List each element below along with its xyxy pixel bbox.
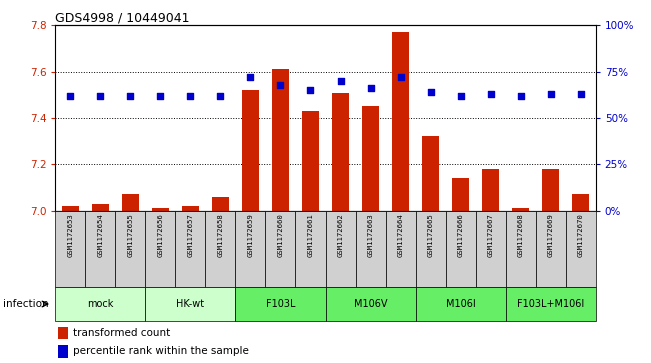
Point bbox=[575, 91, 586, 97]
Bar bbox=[482, 169, 499, 211]
Text: GSM1172668: GSM1172668 bbox=[518, 213, 523, 257]
Bar bbox=[512, 208, 529, 211]
Bar bbox=[415, 211, 445, 287]
Point bbox=[245, 74, 256, 80]
Bar bbox=[206, 211, 236, 287]
Point bbox=[65, 93, 76, 99]
Bar bbox=[332, 93, 349, 211]
Bar bbox=[92, 204, 109, 211]
Text: GSM1172667: GSM1172667 bbox=[488, 213, 493, 257]
Text: GSM1172670: GSM1172670 bbox=[577, 213, 584, 257]
Text: M106I: M106I bbox=[446, 299, 475, 309]
Bar bbox=[145, 211, 175, 287]
Bar bbox=[393, 32, 409, 211]
Bar bbox=[55, 287, 145, 321]
Bar bbox=[85, 211, 115, 287]
Text: GSM1172656: GSM1172656 bbox=[158, 213, 163, 257]
Bar bbox=[362, 106, 379, 211]
Point bbox=[395, 74, 406, 80]
Bar bbox=[415, 287, 506, 321]
Text: F103L+M106I: F103L+M106I bbox=[517, 299, 584, 309]
Point bbox=[275, 82, 286, 87]
Point bbox=[125, 93, 135, 99]
Bar bbox=[506, 287, 596, 321]
Point bbox=[486, 91, 496, 97]
Bar bbox=[242, 90, 258, 211]
Point bbox=[335, 78, 346, 84]
Text: GSM1172655: GSM1172655 bbox=[128, 213, 133, 257]
Bar bbox=[62, 206, 79, 211]
Bar bbox=[326, 211, 355, 287]
Text: GSM1172659: GSM1172659 bbox=[247, 213, 253, 257]
Bar bbox=[266, 211, 296, 287]
Point bbox=[186, 93, 196, 99]
Text: GSM1172662: GSM1172662 bbox=[337, 213, 344, 257]
Text: GSM1172658: GSM1172658 bbox=[217, 213, 223, 257]
Point bbox=[425, 89, 436, 95]
Bar bbox=[236, 287, 326, 321]
Bar bbox=[175, 211, 206, 287]
Bar bbox=[422, 136, 439, 211]
Text: GDS4998 / 10449041: GDS4998 / 10449041 bbox=[55, 11, 190, 24]
Bar bbox=[152, 208, 169, 211]
Bar bbox=[58, 345, 68, 358]
Point bbox=[456, 93, 466, 99]
Bar bbox=[182, 206, 199, 211]
Point bbox=[95, 93, 105, 99]
Bar bbox=[572, 194, 589, 211]
Bar bbox=[236, 211, 266, 287]
Text: GSM1172653: GSM1172653 bbox=[67, 213, 74, 257]
Point bbox=[365, 85, 376, 91]
Point bbox=[516, 93, 526, 99]
Point bbox=[546, 91, 556, 97]
Bar bbox=[145, 287, 236, 321]
Bar bbox=[506, 211, 536, 287]
Bar bbox=[58, 327, 68, 339]
Bar bbox=[445, 211, 476, 287]
Text: GSM1172657: GSM1172657 bbox=[187, 213, 193, 257]
Text: GSM1172663: GSM1172663 bbox=[368, 213, 374, 257]
Text: GSM1172664: GSM1172664 bbox=[398, 213, 404, 257]
Text: GSM1172669: GSM1172669 bbox=[547, 213, 553, 257]
Text: GSM1172666: GSM1172666 bbox=[458, 213, 464, 257]
Bar bbox=[122, 194, 139, 211]
Text: GSM1172660: GSM1172660 bbox=[277, 213, 283, 257]
Bar bbox=[326, 287, 415, 321]
Text: HK-wt: HK-wt bbox=[176, 299, 204, 309]
Bar bbox=[272, 69, 289, 211]
Bar bbox=[385, 211, 415, 287]
Text: GSM1172665: GSM1172665 bbox=[428, 213, 434, 257]
Text: infection: infection bbox=[3, 299, 49, 309]
Bar bbox=[55, 211, 85, 287]
Text: GSM1172661: GSM1172661 bbox=[307, 213, 314, 257]
Bar bbox=[296, 211, 326, 287]
Point bbox=[155, 93, 165, 99]
Text: F103L: F103L bbox=[266, 299, 295, 309]
Text: transformed count: transformed count bbox=[73, 328, 170, 338]
Bar bbox=[355, 211, 385, 287]
Point bbox=[215, 93, 226, 99]
Point bbox=[305, 87, 316, 93]
Text: GSM1172654: GSM1172654 bbox=[98, 213, 104, 257]
Text: percentile rank within the sample: percentile rank within the sample bbox=[73, 346, 249, 356]
Bar bbox=[115, 211, 145, 287]
Bar bbox=[542, 169, 559, 211]
Bar bbox=[452, 178, 469, 211]
Bar bbox=[302, 111, 319, 211]
Text: M106V: M106V bbox=[353, 299, 387, 309]
Bar bbox=[536, 211, 566, 287]
Bar bbox=[476, 211, 506, 287]
Bar bbox=[566, 211, 596, 287]
Text: mock: mock bbox=[87, 299, 113, 309]
Bar bbox=[212, 197, 229, 211]
